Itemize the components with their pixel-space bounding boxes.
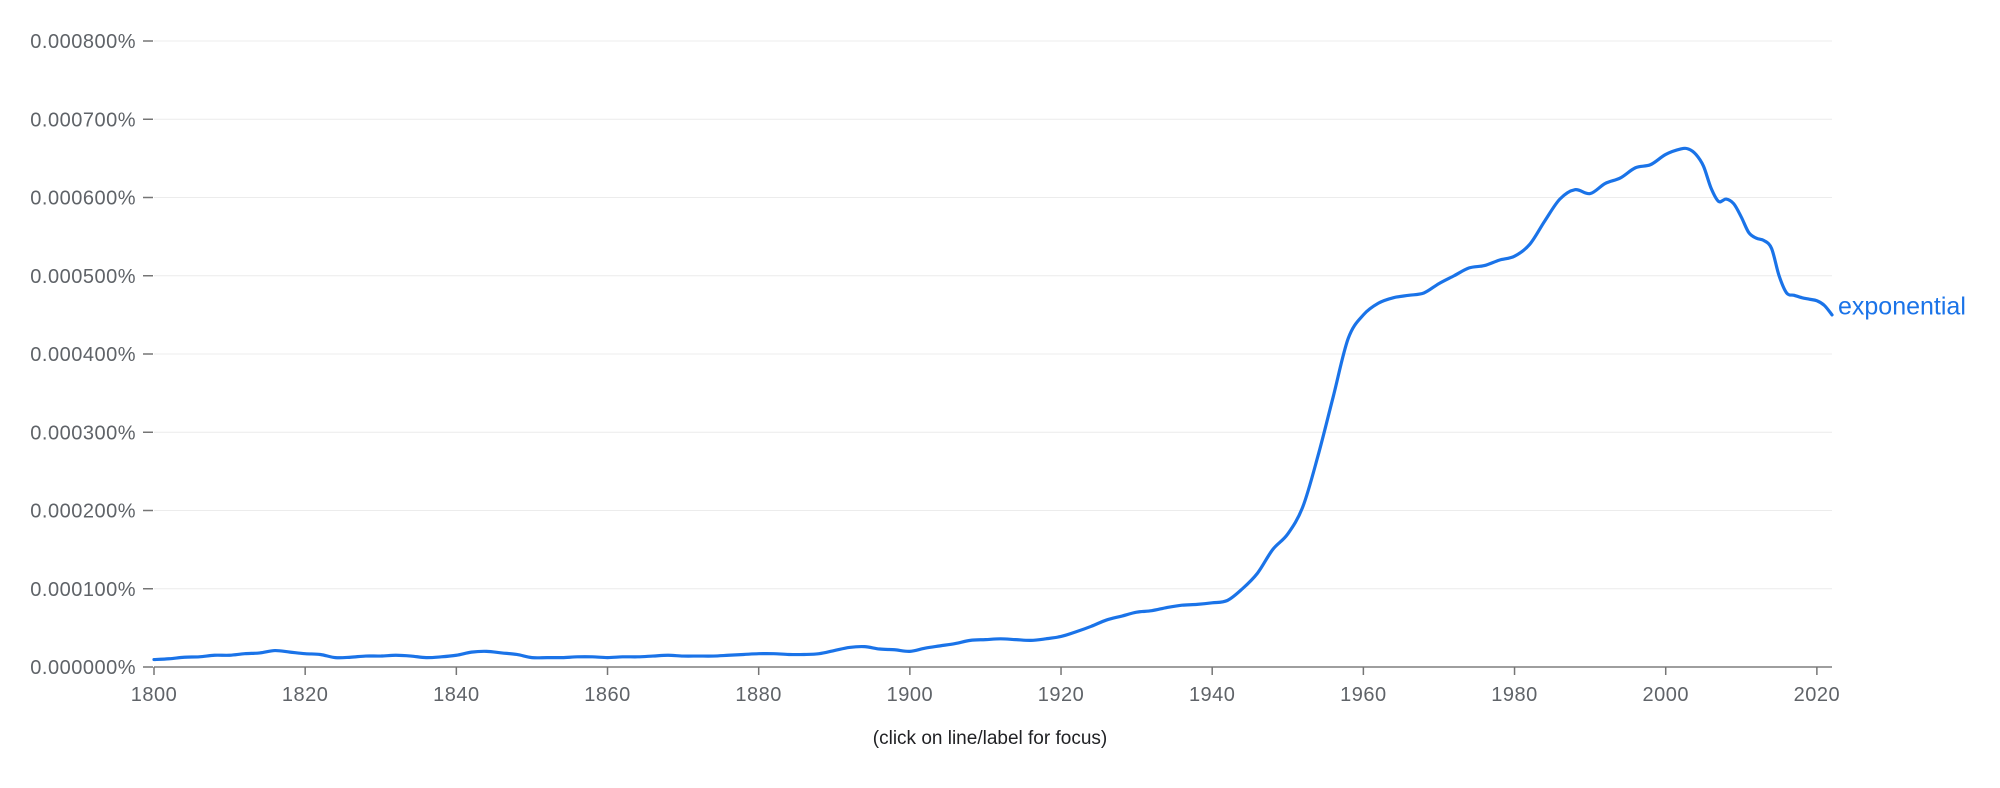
y-tick-label: 0.000300% xyxy=(30,422,136,444)
x-tick-label: 1800 xyxy=(131,684,178,706)
y-tick-label: 0.000700% xyxy=(30,109,136,131)
x-tick-label: 1880 xyxy=(735,684,782,706)
x-tick-label: 1840 xyxy=(433,684,480,706)
x-tick-label: 1860 xyxy=(584,684,631,706)
y-tick-label: 0.000500% xyxy=(30,266,136,288)
x-tick-label: 1900 xyxy=(887,684,934,706)
x-tick-label: 1820 xyxy=(282,684,329,706)
gridlines xyxy=(154,40,1832,590)
y-tick-label: 0.000100% xyxy=(30,579,136,601)
footnote: (click on line/label for focus) xyxy=(872,728,1108,749)
x-tick-label: 2020 xyxy=(1794,684,1841,706)
y-tick-label: 0.000200% xyxy=(30,501,136,523)
y-tick-label: 0.000600% xyxy=(30,188,136,210)
series-line-exponential[interactable] xyxy=(152,146,1834,662)
axes: 0.000000% 0.000100% 0.000200% 0.000300% 0.00… xyxy=(30,31,1841,706)
y-tick-label: 0.000400% xyxy=(30,344,136,366)
x-tick-label: 1960 xyxy=(1340,684,1387,706)
series-label-exponential[interactable]: exponential xyxy=(1838,292,1966,320)
x-tick-label: 1920 xyxy=(1038,684,1085,706)
x-tick-label: 2000 xyxy=(1642,684,1689,706)
x-tick-label: 1940 xyxy=(1189,684,1236,706)
y-tick-label: 0.000800% xyxy=(30,31,136,53)
x-tick-label: 1980 xyxy=(1491,684,1538,706)
chart-canvas: 0.000000% 0.000100% 0.000200% 0.000300% 0.00… xyxy=(30,31,1966,706)
y-tick-label: 0.000000% xyxy=(30,657,136,679)
series-layer[interactable]: exponential xyxy=(152,146,1966,662)
